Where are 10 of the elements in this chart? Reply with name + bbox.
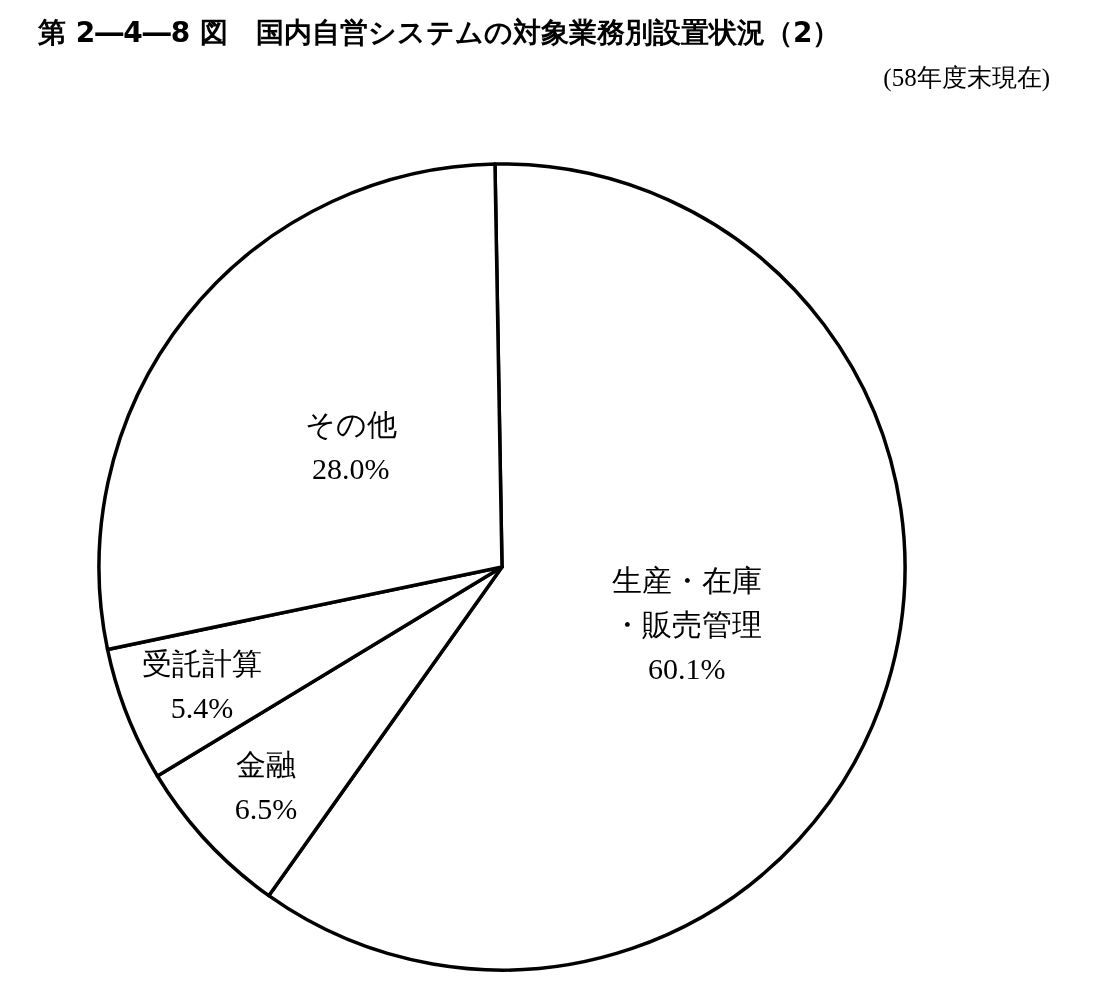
data-label: 28.0% (312, 451, 390, 485)
slice-label: 受託計算 (142, 646, 263, 680)
data-label: 6.5% (234, 792, 298, 826)
text: (58年度末現在) (883, 64, 1050, 92)
slice-label: 生産・在庫・販売管理 (611, 563, 762, 641)
chart-title: 第 2―4―8 図 国内自営システムの対象業務別設置状況（2） (37, 16, 841, 49)
data-label: 60.1% (648, 651, 726, 685)
slice-label: 金融 (235, 748, 296, 782)
data-label: 5.4% (170, 690, 234, 724)
slice-label: その他 (304, 407, 397, 441)
